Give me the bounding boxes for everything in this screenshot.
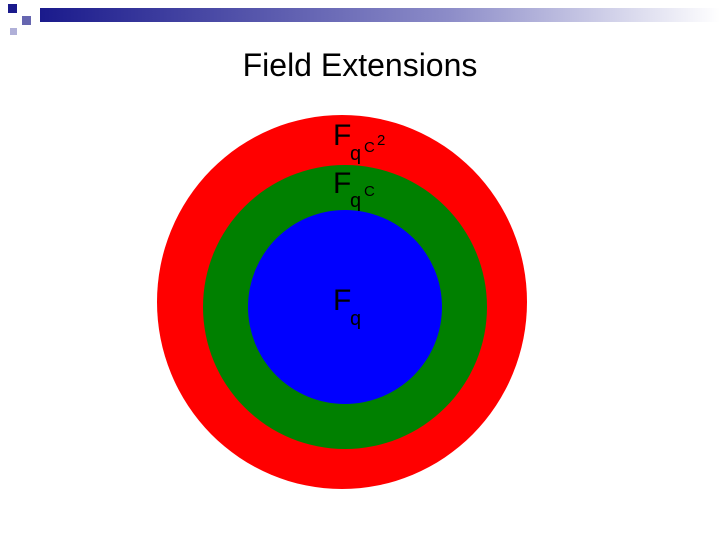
middle-label: F q C: [333, 167, 375, 212]
corner-square: [22, 16, 31, 25]
label-sup: C: [364, 183, 375, 200]
label-sub: q: [350, 308, 361, 330]
label-base: F: [333, 284, 351, 317]
outer-label: F q C 2: [333, 119, 385, 165]
label-sub: q: [350, 190, 361, 212]
inner-circle: [248, 210, 442, 404]
label-base: F: [333, 119, 351, 152]
label-base: F: [333, 167, 351, 200]
corner-square: [8, 4, 17, 13]
label-sup: C: [364, 139, 375, 156]
inner-label: F q: [333, 284, 361, 330]
header-bar: [40, 8, 720, 22]
corner-square: [10, 28, 17, 35]
label-sup-exp: 2: [377, 132, 385, 149]
label-sub: q: [350, 143, 361, 165]
title: Field Extensions: [243, 47, 478, 83]
